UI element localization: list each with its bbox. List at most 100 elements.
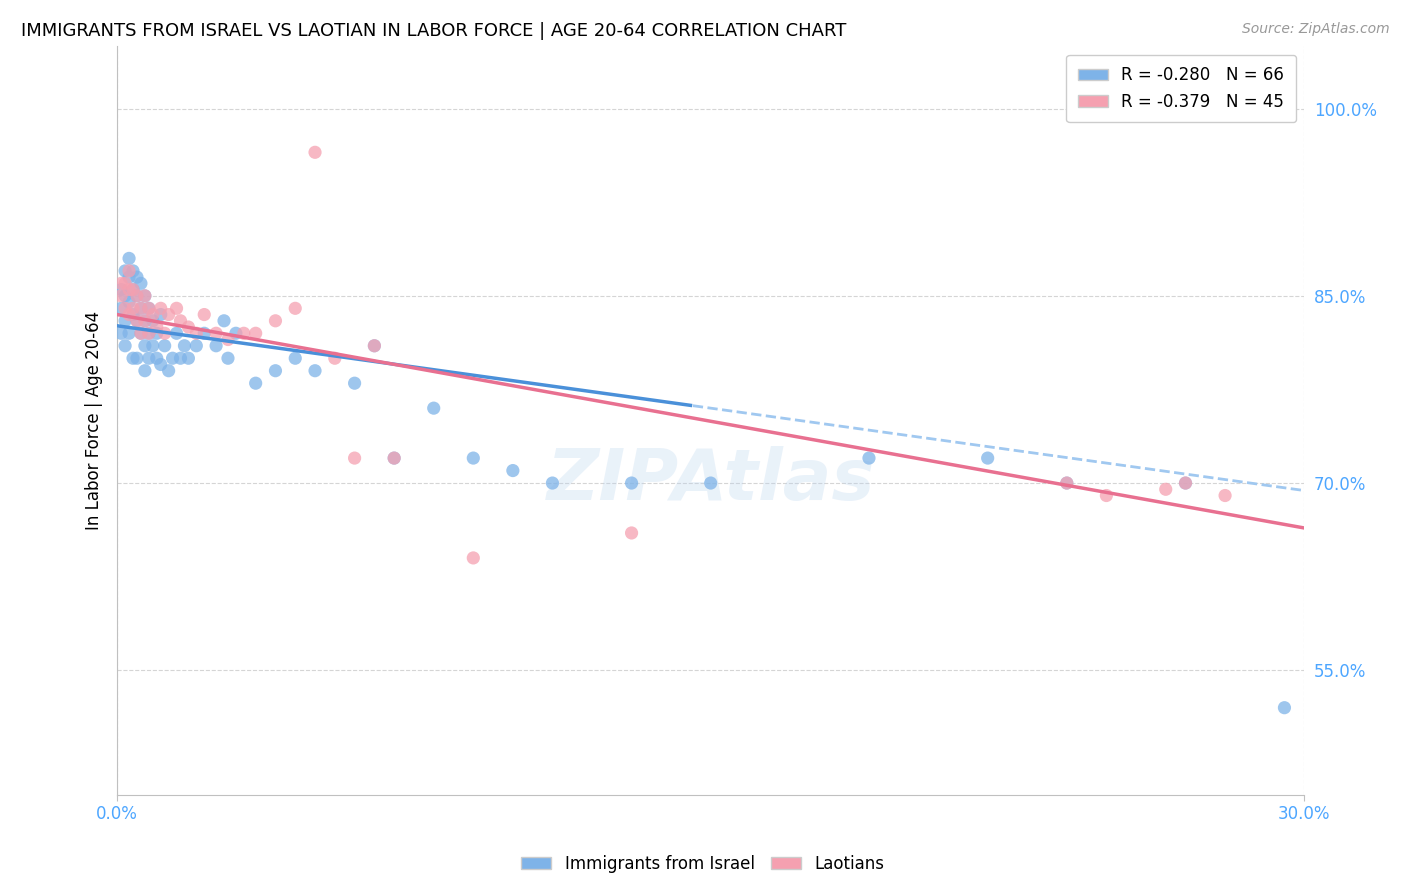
Point	[177, 320, 200, 334]
Point	[138, 351, 160, 366]
Point	[149, 301, 172, 316]
Point	[284, 301, 307, 316]
Point	[193, 326, 215, 341]
Point	[193, 308, 215, 322]
Point	[699, 476, 721, 491]
Point	[205, 326, 228, 341]
Point	[138, 326, 160, 341]
Point	[212, 314, 235, 328]
Point	[169, 351, 191, 366]
Point	[134, 289, 156, 303]
Point	[129, 301, 152, 316]
Point	[363, 339, 385, 353]
Point	[422, 401, 444, 416]
Point	[118, 326, 141, 341]
Point	[142, 308, 165, 322]
Point	[138, 301, 160, 316]
Point	[166, 326, 188, 341]
Point	[363, 339, 385, 353]
Point	[502, 464, 524, 478]
Point	[134, 339, 156, 353]
Point	[118, 252, 141, 266]
Point	[217, 333, 239, 347]
Text: IMMIGRANTS FROM ISRAEL VS LAOTIAN IN LABOR FORCE | AGE 20-64 CORRELATION CHART: IMMIGRANTS FROM ISRAEL VS LAOTIAN IN LAB…	[21, 22, 846, 40]
Point	[1154, 483, 1177, 497]
Point	[1095, 489, 1118, 503]
Point	[134, 364, 156, 378]
Point	[541, 476, 564, 491]
Point	[463, 550, 485, 565]
Point	[134, 289, 156, 303]
Point	[173, 339, 195, 353]
Point	[162, 351, 184, 366]
Legend: Immigrants from Israel, Laotians: Immigrants from Israel, Laotians	[515, 848, 891, 880]
Point	[122, 283, 145, 297]
Point	[118, 295, 141, 310]
Point	[122, 301, 145, 316]
Point	[122, 264, 145, 278]
Point	[145, 320, 167, 334]
Legend: R = -0.280   N = 66, R = -0.379   N = 45: R = -0.280 N = 66, R = -0.379 N = 45	[1066, 54, 1296, 122]
Point	[149, 358, 172, 372]
Point	[304, 145, 326, 160]
Point	[343, 451, 366, 466]
Point	[205, 339, 228, 353]
Point	[114, 339, 136, 353]
Point	[1056, 476, 1078, 491]
Point	[177, 351, 200, 366]
Point	[169, 314, 191, 328]
Point	[217, 351, 239, 366]
Point	[114, 289, 136, 303]
Y-axis label: In Labor Force | Age 20-64: In Labor Force | Age 20-64	[86, 311, 103, 530]
Point	[149, 308, 172, 322]
Point	[118, 283, 141, 297]
Point	[284, 351, 307, 366]
Point	[976, 451, 998, 466]
Point	[186, 326, 208, 341]
Point	[463, 451, 485, 466]
Point	[114, 301, 136, 316]
Point	[1056, 476, 1078, 491]
Point	[620, 525, 643, 540]
Point	[122, 283, 145, 297]
Point	[153, 339, 176, 353]
Point	[153, 326, 176, 341]
Text: Source: ZipAtlas.com: Source: ZipAtlas.com	[1241, 22, 1389, 37]
Point	[125, 351, 148, 366]
Point	[114, 314, 136, 328]
Point	[110, 283, 132, 297]
Point	[125, 314, 148, 328]
Point	[138, 326, 160, 341]
Point	[382, 451, 405, 466]
Point	[122, 351, 145, 366]
Point	[264, 314, 287, 328]
Point	[125, 270, 148, 285]
Point	[186, 339, 208, 353]
Point	[114, 264, 136, 278]
Point	[620, 476, 643, 491]
Point	[858, 451, 880, 466]
Point	[125, 289, 148, 303]
Point	[382, 451, 405, 466]
Point	[125, 289, 148, 303]
Point	[110, 289, 132, 303]
Point	[142, 339, 165, 353]
Point	[134, 314, 156, 328]
Point	[114, 277, 136, 291]
Point	[129, 326, 152, 341]
Point	[343, 376, 366, 391]
Point	[1174, 476, 1197, 491]
Point	[142, 314, 165, 328]
Point	[245, 326, 267, 341]
Point	[1274, 700, 1296, 714]
Point	[145, 351, 167, 366]
Point	[125, 314, 148, 328]
Point	[157, 308, 180, 322]
Point	[1174, 476, 1197, 491]
Point	[225, 326, 247, 341]
Point	[118, 270, 141, 285]
Point	[145, 326, 167, 341]
Point	[1213, 489, 1236, 503]
Point	[122, 308, 145, 322]
Point	[110, 277, 132, 291]
